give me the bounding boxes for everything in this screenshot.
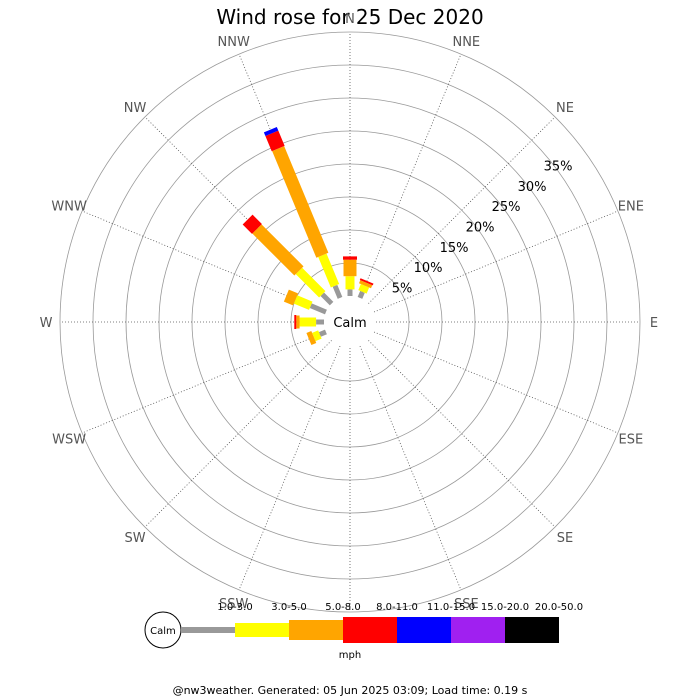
direction-label-e: E: [650, 316, 658, 331]
ring-label: 20%: [466, 220, 495, 235]
footer-text: @nw3weather. Generated: 05 Jun 2025 03:0…: [173, 684, 528, 697]
bar-nnw-3.0-5.0: [318, 253, 340, 288]
legend-label-20.0-50.0: 20.0-50.0: [535, 602, 583, 613]
bar-nw-1.0-3.0: [320, 292, 334, 306]
bar-nnw-8.0-11.0: [265, 130, 285, 152]
chart-grid: [59, 31, 641, 613]
grid-spoke: [373, 331, 619, 434]
ring-label: 35%: [544, 160, 573, 175]
legend-swatch-1.0-3.0: [181, 627, 235, 633]
legend-swatch-5.0-8.0: [289, 620, 343, 640]
grid-spoke: [368, 116, 556, 304]
direction-label-se: SE: [557, 531, 573, 546]
chart-bars: [242, 127, 374, 346]
bar-wnw-5.0-8.0: [283, 289, 298, 306]
legend-swatch-20.0-50.0: [505, 617, 559, 643]
grid-spoke: [144, 116, 332, 304]
direction-label-nne: NNE: [452, 35, 480, 50]
bar-nnw-11.0-15.0: [263, 127, 279, 137]
chart-title: Wind rose for 25 Dec 2020: [216, 5, 483, 29]
direction-label-ese: ESE: [619, 432, 644, 447]
bar-nw-5.0-8.0: [252, 224, 304, 276]
grid-spoke: [238, 345, 341, 591]
direction-label-sse: SSE: [454, 597, 479, 612]
calm-center: Calm: [324, 296, 376, 348]
direction-label-sw: SW: [124, 531, 145, 546]
direction-label-ne: NE: [556, 101, 574, 116]
ring-label: 30%: [518, 180, 547, 195]
grid-spoke: [373, 210, 619, 313]
bar-wsw-5.0-8.0: [306, 330, 317, 346]
direction-label-wnw: WNW: [51, 200, 87, 215]
legend: Calm 1.0-3.0 3.0-5.0 5.0-8.0 8.0-11.0 11.0-1…: [144, 602, 583, 661]
legend-label-5.0-8.0: 5.0-8.0: [325, 602, 360, 613]
legend-label-1.0-3.0: 1.0-3.0: [217, 602, 252, 613]
grid-spoke: [81, 331, 327, 434]
ring-label: 5%: [392, 281, 413, 296]
legend-items: 1.0-3.0 3.0-5.0 5.0-8.0 8.0-11.0 11.0-15.0 15…: [181, 602, 583, 643]
bar-wsw-3.0-5.0: [312, 330, 322, 342]
legend-label-3.0-5.0: 3.0-5.0: [271, 602, 306, 613]
legend-label-15.0-20.0: 15.0-20.0: [481, 602, 529, 613]
grid-spoke: [238, 53, 341, 299]
legend-swatch-3.0-5.0: [235, 623, 289, 637]
grid-ring: [59, 31, 641, 613]
calm-label: Calm: [333, 316, 366, 331]
legend-label-11.0-15.0: 11.0-15.0: [427, 602, 475, 613]
legend-label-8.0-11.0: 8.0-11.0: [376, 602, 418, 613]
direction-label-nw: NW: [124, 101, 147, 116]
ring-labels: 5%10% 15% 20% 25% 30% 35%: [392, 160, 573, 297]
legend-calm-label: Calm: [150, 626, 176, 637]
bar-wsw-1.0-3.0: [318, 329, 327, 337]
direction-label-ene: ENE: [618, 200, 644, 215]
bar-wnw-1.0-3.0: [309, 303, 327, 315]
bar-wnw-3.0-5.0: [293, 295, 313, 310]
grid-spoke: [359, 53, 462, 299]
grid-spoke: [81, 210, 327, 313]
bar-nne-1.0-3.0: [357, 290, 365, 299]
bar-nne-3.0-5.0: [358, 284, 370, 294]
bar-nnw-1.0-3.0: [332, 284, 343, 299]
bar-nne-8.0-11.0: [359, 278, 374, 286]
ring-label: 15%: [440, 241, 469, 256]
grid-spoke: [144, 340, 332, 528]
grid-spoke: [368, 340, 556, 528]
direction-label-n: N: [345, 12, 355, 27]
grid-spoke: [359, 345, 462, 591]
direction-label-w: W: [40, 316, 53, 331]
ring-label: 10%: [414, 261, 443, 276]
legend-units: mph: [339, 650, 361, 661]
legend-swatch-11.0-15.0: [397, 617, 451, 643]
direction-label-ssw: SSW: [219, 597, 249, 612]
bar-nnw-5.0-8.0: [272, 146, 329, 258]
bar-nw-8.0-11.0: [242, 214, 262, 234]
legend-swatch-15.0-20.0: [451, 617, 505, 643]
bar-nw-3.0-5.0: [295, 267, 326, 298]
direction-label-nnw: NNW: [218, 35, 250, 50]
ring-label: 25%: [492, 200, 521, 215]
legend-swatch-8.0-11.0: [343, 617, 397, 643]
bar-nne-5.0-8.0: [358, 280, 373, 289]
direction-label-wsw: WSW: [52, 432, 86, 447]
